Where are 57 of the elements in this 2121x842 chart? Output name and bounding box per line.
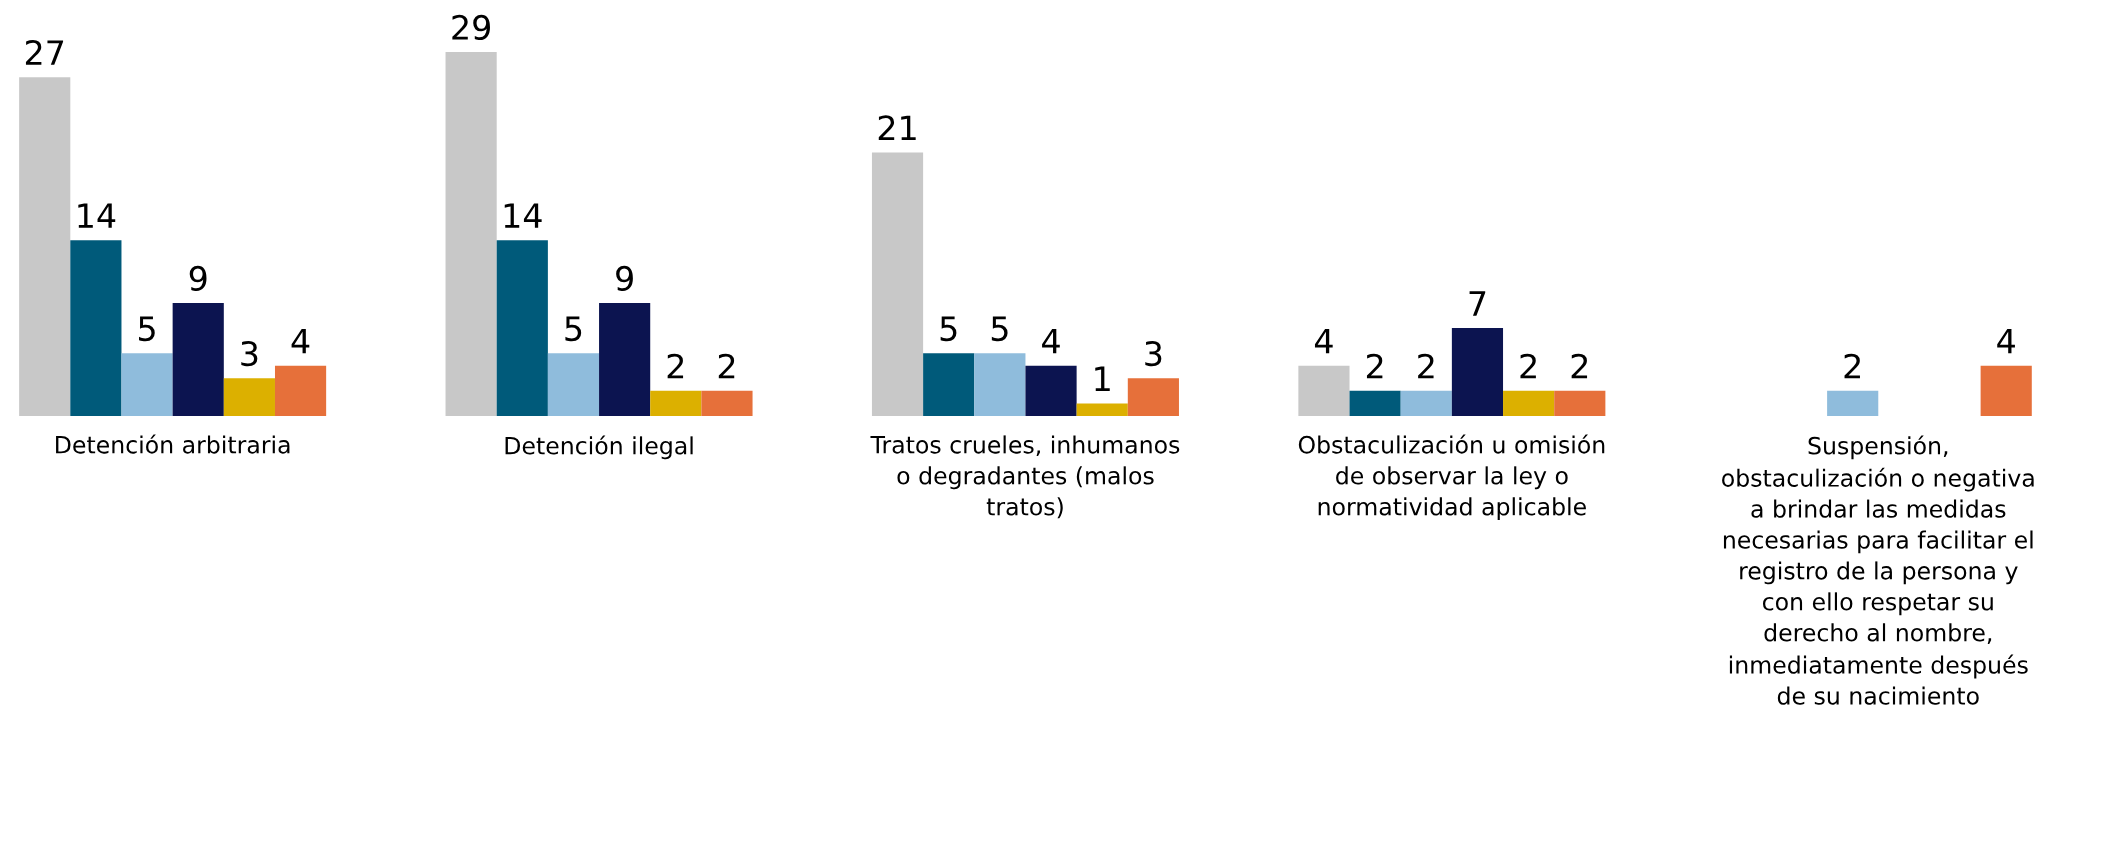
data-label: 14 xyxy=(78,203,116,228)
data-label: 5 xyxy=(565,316,582,342)
bar xyxy=(701,390,753,416)
bar xyxy=(1127,378,1179,416)
bar xyxy=(1076,403,1128,416)
bar xyxy=(923,353,975,416)
data-label: 21 xyxy=(878,115,916,140)
x-tick-label: Detención ilegal xyxy=(505,435,693,460)
bar xyxy=(274,365,327,416)
bar xyxy=(223,378,275,416)
data-label: 5 xyxy=(940,316,957,342)
data-label: 2 xyxy=(1366,353,1383,379)
data-label: 3 xyxy=(241,341,258,367)
bar xyxy=(1980,365,2032,416)
data-label: 2 xyxy=(1520,353,1536,379)
data-label: 4 xyxy=(291,328,310,354)
bar xyxy=(650,390,702,416)
bar xyxy=(1349,390,1401,416)
data-label: 27 xyxy=(25,39,64,65)
data-label: 2 xyxy=(1418,353,1434,379)
data-label: 2 xyxy=(1571,353,1588,379)
data-label: 9 xyxy=(189,265,207,292)
bar xyxy=(445,52,497,416)
data-label: 4 xyxy=(1042,328,1060,354)
data-label: 5 xyxy=(139,316,155,342)
data-label: 7 xyxy=(1469,291,1486,316)
bar xyxy=(19,77,71,416)
bar xyxy=(70,240,122,416)
x-tick-label: Detención arbitraria xyxy=(56,434,290,454)
bar xyxy=(547,353,600,416)
data-label: 5 xyxy=(991,316,1008,342)
data-label: 14 xyxy=(504,203,542,228)
bar xyxy=(1827,390,1879,416)
data-label: 4 xyxy=(1314,328,1333,354)
data-label: 2 xyxy=(667,353,684,379)
data-label: 1 xyxy=(1095,366,1110,391)
category-label: Suspensión, obstaculización o negativa a brindar las medidas necesarias para facilitar el registro de la persona y con ello respetar su derecho al nombre, inmediatamente después de su nacimiento xyxy=(1722,435,2034,705)
data-label: 9 xyxy=(616,265,633,292)
bar xyxy=(1298,365,1350,416)
bar xyxy=(121,353,173,416)
bar xyxy=(1451,328,1504,416)
bar xyxy=(974,353,1026,416)
bar xyxy=(1503,390,1555,416)
bar xyxy=(496,240,548,416)
data-label: 4 xyxy=(1997,328,2015,354)
data-label: 2 xyxy=(718,353,735,379)
bar xyxy=(172,303,224,416)
data-label: 2 xyxy=(1844,353,1860,379)
x-tick-label: Obstaculización u omisión de observar la ley o normatividad aplicable xyxy=(1298,434,1605,521)
bar xyxy=(599,303,651,416)
bar xyxy=(1025,365,1077,416)
data-label: 3 xyxy=(1145,341,1162,367)
data-label: 29 xyxy=(452,14,490,41)
bar xyxy=(1400,390,1452,416)
bar xyxy=(871,152,924,416)
x-tick-label: Tratos crueles, inhumanos o degradantes (malos tratos) xyxy=(870,435,1180,519)
bar xyxy=(1554,390,1606,416)
